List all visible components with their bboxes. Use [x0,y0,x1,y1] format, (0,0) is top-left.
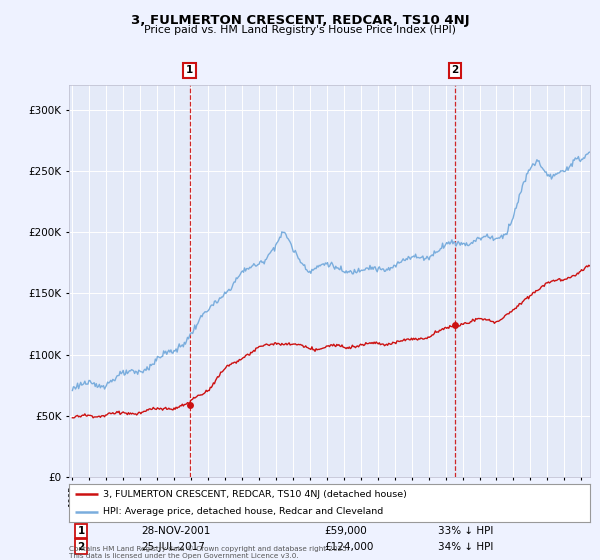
Text: 2: 2 [451,66,459,76]
Text: 34% ↓ HPI: 34% ↓ HPI [438,542,493,552]
Text: 3, FULMERTON CRESCENT, REDCAR, TS10 4NJ: 3, FULMERTON CRESCENT, REDCAR, TS10 4NJ [131,14,469,27]
Text: 2: 2 [77,542,85,552]
Text: 3, FULMERTON CRESCENT, REDCAR, TS10 4NJ (detached house): 3, FULMERTON CRESCENT, REDCAR, TS10 4NJ … [103,489,407,498]
Text: £124,000: £124,000 [324,542,373,552]
Text: 25-JUL-2017: 25-JUL-2017 [141,542,205,552]
Text: 1: 1 [186,66,193,76]
Text: 28-NOV-2001: 28-NOV-2001 [141,526,211,536]
Text: 33% ↓ HPI: 33% ↓ HPI [438,526,493,536]
Text: 1: 1 [77,526,85,536]
Text: Price paid vs. HM Land Registry's House Price Index (HPI): Price paid vs. HM Land Registry's House … [144,25,456,35]
Text: HPI: Average price, detached house, Redcar and Cleveland: HPI: Average price, detached house, Redc… [103,507,383,516]
Text: Contains HM Land Registry data © Crown copyright and database right 2025.
This d: Contains HM Land Registry data © Crown c… [69,545,349,559]
Text: £59,000: £59,000 [324,526,367,536]
